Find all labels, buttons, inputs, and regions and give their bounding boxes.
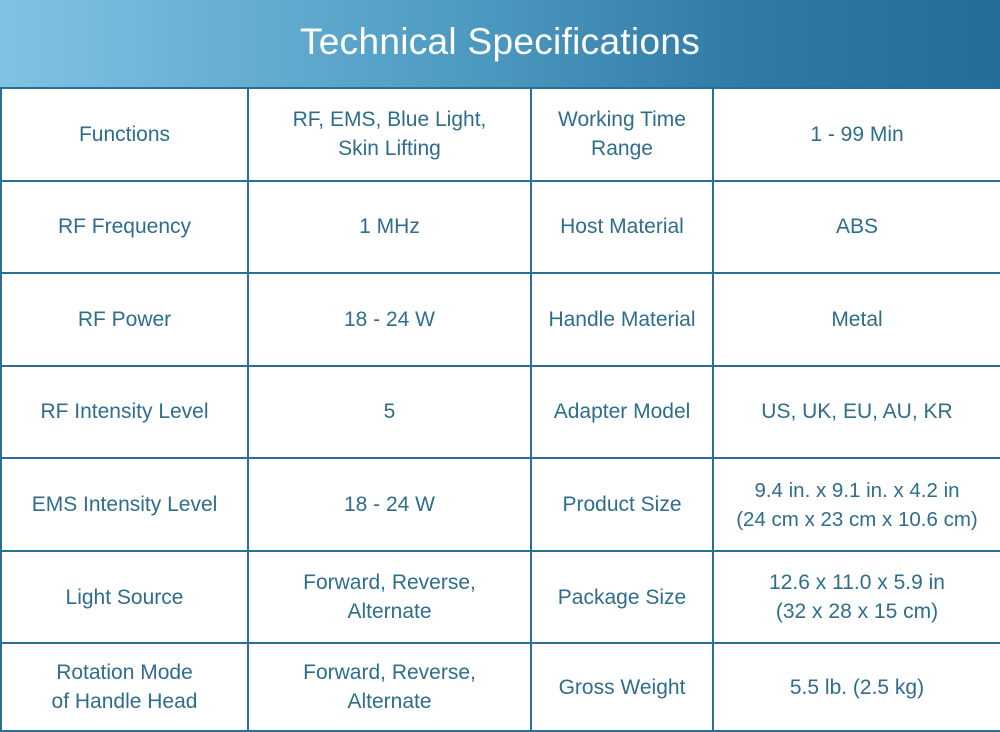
spec-value: 1 - 99 Min	[712, 87, 1000, 182]
spec-value: 5	[247, 364, 532, 460]
spec-value: Metal	[712, 272, 1000, 367]
spec-label: RF Intensity Level	[0, 364, 249, 460]
spec-value: 12.6 x 11.0 x 5.9 in (32 x 28 x 15 cm)	[712, 549, 1000, 645]
table-row: Rotation Mode of Handle Head Forward, Re…	[0, 642, 1000, 732]
specifications-table: Functions RF, EMS, Blue Light, Skin Lifti…	[0, 87, 1000, 732]
spec-value: ABS	[712, 179, 1000, 275]
spec-value: 18 - 24 W	[247, 272, 532, 367]
table-row: RF Frequency 1 MHz Host Material ABS	[0, 179, 1000, 275]
table-row: Functions RF, EMS, Blue Light, Skin Lifti…	[0, 87, 1000, 182]
spec-value: 18 - 24 W	[247, 457, 532, 552]
spec-label: Rotation Mode of Handle Head	[0, 642, 249, 732]
spec-value: US, UK, EU, AU, KR	[712, 364, 1000, 460]
header-banner: Technical Specifications	[0, 0, 1000, 87]
spec-label: Light Source	[0, 549, 249, 645]
spec-label: Adapter Model	[530, 364, 714, 460]
spec-value: RF, EMS, Blue Light, Skin Lifting	[247, 87, 532, 182]
spec-label: Package Size	[530, 549, 714, 645]
spec-label: Gross Weight	[530, 642, 714, 732]
spec-label: Product Size	[530, 457, 714, 552]
spec-label: Functions	[0, 87, 249, 182]
table-row: Light Source Forward, Reverse, Alternate …	[0, 549, 1000, 645]
spec-value: 5.5 lb. (2.5 kg)	[712, 642, 1000, 732]
table-row: EMS Intensity Level 18 - 24 W Product Si…	[0, 457, 1000, 552]
page-title: Technical Specifications	[299, 20, 701, 62]
spec-label: EMS Intensity Level	[0, 457, 249, 552]
spec-value: Forward, Reverse, Alternate	[247, 642, 532, 732]
spec-label: Handle Material	[530, 272, 714, 367]
table-row: RF Power 18 - 24 W Handle Material Metal	[0, 272, 1000, 367]
spec-value: Forward, Reverse, Alternate	[247, 549, 532, 645]
spec-value: 1 MHz	[247, 179, 532, 275]
spec-label: Host Material	[530, 179, 714, 275]
spec-label: RF Frequency	[0, 179, 249, 275]
table-row: RF Intensity Level 5 Adapter Model US, U…	[0, 364, 1000, 460]
spec-label: Working Time Range	[530, 87, 714, 182]
spec-label: RF Power	[0, 272, 249, 367]
spec-value: 9.4 in. x 9.1 in. x 4.2 in (24 cm x 23 cm…	[712, 457, 1000, 552]
